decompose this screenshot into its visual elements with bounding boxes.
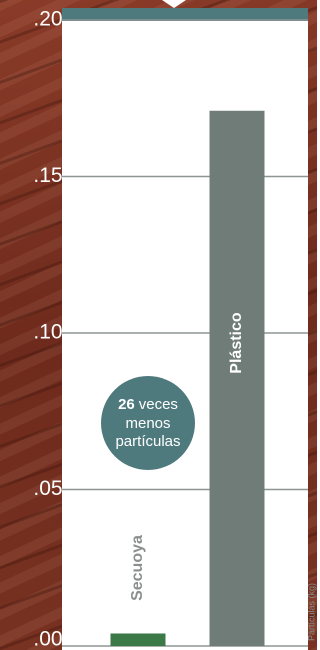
screen: .00 .05 .10 .15 .20 Secuoya Plástico Partículas…	[0, 0, 317, 650]
annotation-line: menos	[125, 415, 170, 432]
plot-panel	[62, 8, 308, 650]
y-axis-label: Partículas (kg)	[306, 583, 316, 641]
chart: .00 .05 .10 .15 .20 Secuoya Plástico Partículas…	[0, 0, 317, 650]
pointer	[162, 0, 186, 8]
annotation-line: veces	[139, 396, 178, 413]
annotation-line: partículas	[115, 433, 180, 450]
y-tick-label: .20	[33, 8, 62, 31]
category-label: Secuoya	[129, 535, 146, 601]
y-tick-label: .10	[33, 321, 62, 344]
category-label: Plástico	[228, 312, 245, 374]
top-band	[62, 8, 308, 21]
y-tick-label: .15	[33, 164, 62, 187]
y-tick-label: .05	[33, 477, 62, 500]
annotation-number: 26	[118, 396, 135, 413]
bar	[111, 633, 166, 646]
bar	[210, 111, 265, 646]
y-tick-label: .00	[33, 628, 62, 650]
